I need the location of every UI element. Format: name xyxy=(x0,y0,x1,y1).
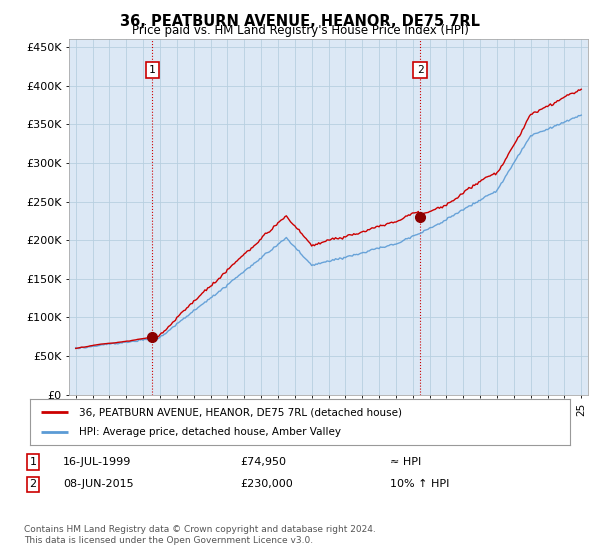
Text: Price paid vs. HM Land Registry's House Price Index (HPI): Price paid vs. HM Land Registry's House … xyxy=(131,24,469,37)
Text: 1: 1 xyxy=(29,457,37,467)
Text: Contains HM Land Registry data © Crown copyright and database right 2024.
This d: Contains HM Land Registry data © Crown c… xyxy=(24,525,376,545)
Text: £74,950: £74,950 xyxy=(240,457,286,467)
Text: 36, PEATBURN AVENUE, HEANOR, DE75 7RL (detached house): 36, PEATBURN AVENUE, HEANOR, DE75 7RL (d… xyxy=(79,407,401,417)
Text: 10% ↑ HPI: 10% ↑ HPI xyxy=(390,479,449,489)
Text: HPI: Average price, detached house, Amber Valley: HPI: Average price, detached house, Ambe… xyxy=(79,427,341,437)
Text: 2: 2 xyxy=(417,65,424,75)
Text: 1: 1 xyxy=(149,65,155,75)
Text: 36, PEATBURN AVENUE, HEANOR, DE75 7RL: 36, PEATBURN AVENUE, HEANOR, DE75 7RL xyxy=(120,14,480,29)
Text: 16-JUL-1999: 16-JUL-1999 xyxy=(63,457,131,467)
Text: ≈ HPI: ≈ HPI xyxy=(390,457,421,467)
Text: £230,000: £230,000 xyxy=(240,479,293,489)
Text: 2: 2 xyxy=(29,479,37,489)
Text: 08-JUN-2015: 08-JUN-2015 xyxy=(63,479,134,489)
